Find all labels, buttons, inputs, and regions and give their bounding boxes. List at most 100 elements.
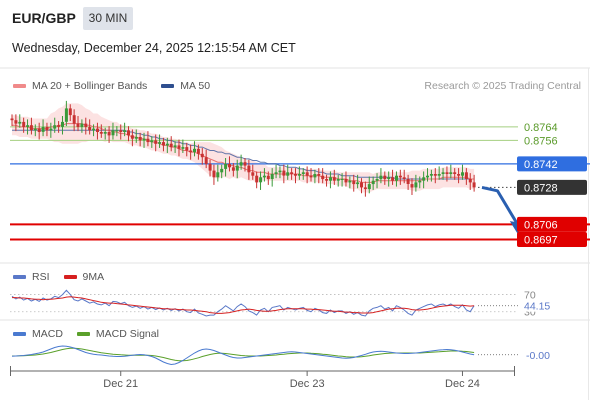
candle-body[interactable]: [224, 163, 228, 169]
candle-body[interactable]: [375, 179, 379, 181]
candle-body[interactable]: [146, 138, 150, 143]
candle-body[interactable]: [158, 142, 162, 144]
candle-body[interactable]: [340, 179, 344, 180]
candle-body[interactable]: [305, 172, 309, 176]
candle-body[interactable]: [72, 115, 76, 124]
candle-body[interactable]: [422, 177, 426, 181]
candle-body[interactable]: [14, 120, 18, 124]
candle-body[interactable]: [461, 172, 464, 176]
candle-body[interactable]: [247, 165, 251, 173]
candle-body[interactable]: [429, 174, 433, 176]
candle-body[interactable]: [274, 172, 278, 174]
candle-body[interactable]: [433, 174, 437, 176]
candle-body[interactable]: [76, 123, 80, 127]
candle-body[interactable]: [270, 174, 274, 179]
candle-body[interactable]: [216, 172, 220, 178]
candle-body[interactable]: [142, 138, 146, 141]
candle-body[interactable]: [150, 140, 154, 143]
candle-body[interactable]: [297, 174, 301, 176]
candle-body[interactable]: [453, 172, 457, 174]
candle-body[interactable]: [111, 130, 115, 136]
candle-body[interactable]: [138, 137, 142, 141]
candle-body[interactable]: [169, 143, 173, 148]
candle-body[interactable]: [196, 148, 200, 154]
candle-body[interactable]: [336, 179, 340, 181]
candle-body[interactable]: [127, 130, 130, 136]
candle-body[interactable]: [53, 125, 57, 129]
candle-body[interactable]: [243, 162, 247, 166]
candle-body[interactable]: [398, 175, 402, 178]
candle-body[interactable]: [282, 170, 286, 176]
candle-body[interactable]: [395, 175, 398, 181]
candle-body[interactable]: [68, 108, 72, 116]
candle-body[interactable]: [235, 165, 239, 171]
candle-body[interactable]: [464, 172, 468, 179]
candle-body[interactable]: [363, 187, 367, 190]
candle-body[interactable]: [154, 140, 158, 144]
candle-body[interactable]: [57, 125, 61, 127]
candle-body[interactable]: [130, 135, 134, 139]
candle-body[interactable]: [173, 145, 177, 148]
candle-body[interactable]: [103, 132, 107, 134]
candle-body[interactable]: [387, 177, 391, 179]
candle-body[interactable]: [301, 172, 305, 174]
candle-body[interactable]: [286, 172, 290, 176]
candle-body[interactable]: [84, 123, 88, 127]
candle-body[interactable]: [325, 179, 329, 181]
candle-body[interactable]: [294, 174, 297, 176]
candle-body[interactable]: [329, 177, 332, 181]
candle-body[interactable]: [356, 182, 360, 185]
candle-body[interactable]: [80, 123, 84, 127]
candle-body[interactable]: [321, 175, 325, 180]
candle-body[interactable]: [200, 153, 204, 158]
candle-body[interactable]: [22, 121, 26, 127]
candle-body[interactable]: [208, 163, 212, 171]
candle-body[interactable]: [220, 168, 224, 173]
candle-body[interactable]: [309, 175, 313, 178]
candle-body[interactable]: [165, 143, 169, 146]
candle-body[interactable]: [37, 128, 41, 132]
candle-body[interactable]: [348, 180, 352, 183]
candle-body[interactable]: [255, 175, 259, 183]
candle-body[interactable]: [18, 121, 22, 124]
candle-body[interactable]: [185, 147, 189, 151]
candle-body[interactable]: [228, 163, 231, 168]
candle-body[interactable]: [107, 132, 111, 136]
candle-body[interactable]: [278, 170, 282, 173]
candle-body[interactable]: [239, 162, 243, 166]
candle-body[interactable]: [181, 147, 185, 149]
candle-body[interactable]: [193, 148, 196, 153]
candle-body[interactable]: [212, 170, 216, 178]
candle-body[interactable]: [472, 182, 476, 188]
candle-body[interactable]: [402, 177, 406, 179]
candle-body[interactable]: [231, 167, 235, 171]
candle-body[interactable]: [29, 125, 33, 131]
candle-body[interactable]: [379, 175, 383, 180]
candle-body[interactable]: [177, 145, 181, 149]
candle-body[interactable]: [367, 184, 371, 190]
candle-body[interactable]: [64, 108, 68, 122]
candle-body[interactable]: [313, 174, 317, 178]
candle-body[interactable]: [457, 174, 461, 176]
candle-body[interactable]: [410, 184, 414, 188]
candle-body[interactable]: [352, 180, 356, 185]
candle-body[interactable]: [49, 128, 53, 131]
candle-body[interactable]: [259, 177, 263, 183]
candle-body[interactable]: [445, 172, 449, 174]
candle-body[interactable]: [414, 182, 418, 188]
candle-body[interactable]: [441, 172, 445, 174]
candle-body[interactable]: [99, 132, 103, 134]
candle-body[interactable]: [162, 142, 165, 146]
candle-body[interactable]: [262, 175, 266, 178]
candle-body[interactable]: [332, 177, 336, 181]
candle-body[interactable]: [468, 179, 472, 183]
candle-body[interactable]: [360, 182, 363, 188]
candle-body[interactable]: [123, 130, 127, 132]
candle-body[interactable]: [383, 175, 387, 180]
candle-body[interactable]: [61, 121, 64, 127]
candle-body[interactable]: [41, 126, 45, 132]
candle-body[interactable]: [426, 175, 429, 178]
timeframe-badge[interactable]: 30 MIN: [83, 7, 133, 30]
candle-body[interactable]: [88, 126, 92, 131]
